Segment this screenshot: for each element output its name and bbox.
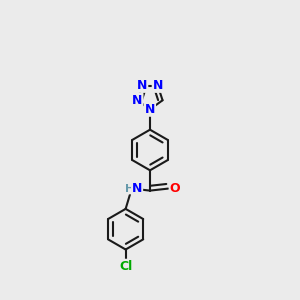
Text: N: N bbox=[137, 79, 147, 92]
Text: O: O bbox=[169, 182, 180, 195]
Text: Cl: Cl bbox=[119, 260, 132, 273]
Text: H: H bbox=[125, 184, 134, 194]
Text: N: N bbox=[153, 79, 163, 92]
Text: N: N bbox=[145, 103, 155, 116]
Text: N: N bbox=[132, 94, 142, 107]
Text: N: N bbox=[132, 182, 142, 195]
